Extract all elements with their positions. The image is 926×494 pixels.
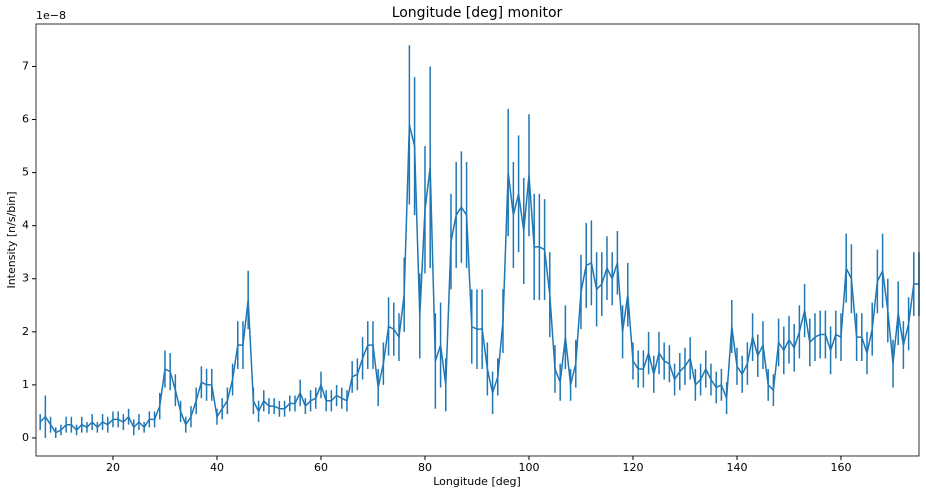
x-tick-label: 20 (106, 461, 120, 474)
y-tick-label: 1 (22, 378, 29, 391)
data-line (39, 124, 919, 434)
y-tick-label: 2 (22, 325, 29, 338)
x-tick-label: 40 (210, 461, 224, 474)
x-tick-label: 140 (726, 461, 747, 474)
x-tick-label: 120 (622, 461, 643, 474)
x-tick-label: 160 (830, 461, 851, 474)
chart-title: Longitude [deg] monitor (392, 5, 563, 21)
x-tick-label: 60 (314, 461, 328, 474)
y-tick-label: 4 (22, 219, 29, 232)
x-axis-label: Longitude [deg] (433, 475, 521, 488)
y-tick-label: 5 (22, 166, 29, 179)
y-tick-label: 7 (22, 59, 29, 72)
y-axis-label: Intensity [n/s/bin] (5, 191, 18, 288)
y-tick-label: 0 (22, 431, 29, 444)
x-tick-label: 80 (418, 461, 432, 474)
x-tick-label: 100 (518, 461, 539, 474)
y-tick-label: 6 (22, 113, 29, 126)
y-tick-label: 3 (22, 272, 29, 285)
plot-frame (35, 23, 920, 457)
y-offset-text: 1e−8 (36, 9, 66, 22)
